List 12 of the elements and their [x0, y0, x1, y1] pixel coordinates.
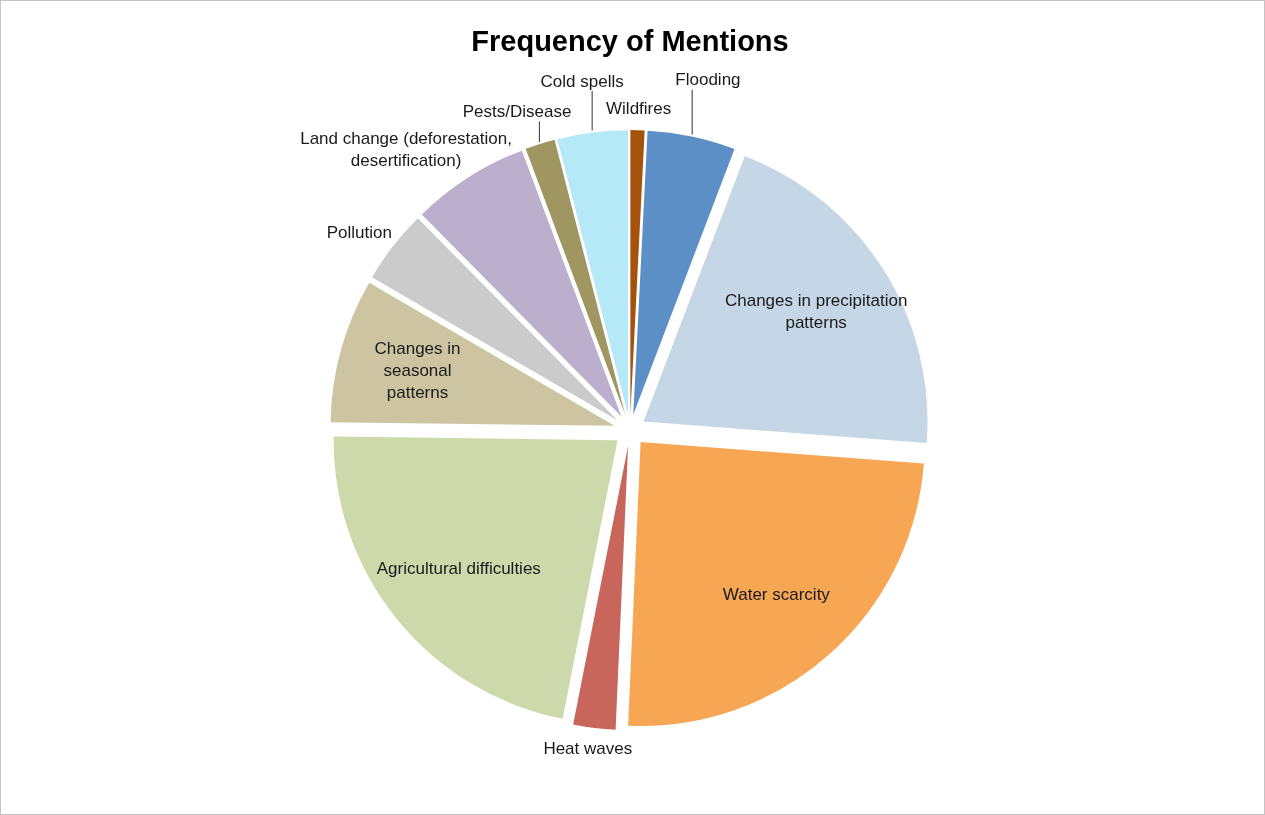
- slice-label: Pollution: [326, 223, 392, 243]
- slice-label: Changes in precipitation patterns: [724, 290, 908, 332]
- slice-label: Flooding: [675, 70, 741, 90]
- slice-label: Water scarcity: [722, 584, 831, 604]
- slice-label: Pests/Disease: [462, 102, 572, 122]
- slice-label: Agricultural difficulties: [376, 558, 541, 578]
- slice-label: Land change (deforestation, desertification): [300, 129, 512, 171]
- slice-label: Cold spells: [540, 71, 624, 91]
- slice-label: Changes in seasonal patterns: [374, 338, 461, 402]
- slice-label: Wildfires: [606, 98, 672, 118]
- slice-label: Heat waves: [543, 738, 633, 758]
- chart-title: Frequency of Mentions: [471, 25, 789, 58]
